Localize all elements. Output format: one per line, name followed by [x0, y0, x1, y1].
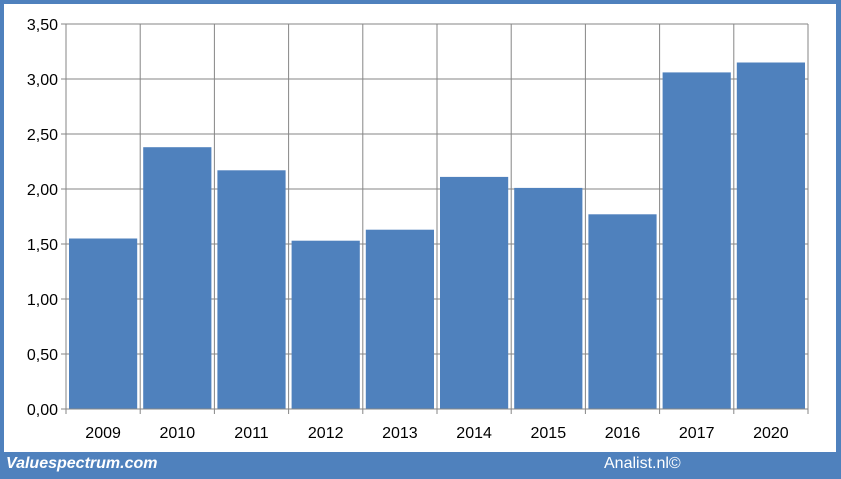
x-tick-label: 2015 — [531, 425, 567, 442]
x-tick-label: 2009 — [85, 425, 121, 442]
plot-panel: 0,00 0,50 1,00 1,50 2,00 2,50 3,00 3,50 2009 2010… — [4, 4, 836, 452]
y-tick-label: 0,00 — [27, 402, 58, 419]
bar-2014 — [440, 176, 509, 409]
x-tick-label: 2020 — [753, 425, 789, 442]
x-tick-label: 2010 — [160, 425, 196, 442]
bar-chart: 0,00 0,50 1,00 1,50 2,00 2,50 3,00 3,50 2009 2010… — [27, 17, 809, 442]
bar-2009 — [69, 238, 138, 409]
y-tick-label: 3,00 — [27, 72, 58, 89]
x-tick-label: 2017 — [679, 425, 715, 442]
bar-2020 — [736, 62, 805, 409]
x-tick-label: 2012 — [308, 425, 344, 442]
bar-2012 — [291, 240, 360, 409]
x-tick-label: 2013 — [382, 425, 418, 442]
y-tick-label: 1,00 — [27, 292, 58, 309]
bar-2015 — [514, 187, 583, 409]
y-tick-label: 2,00 — [27, 182, 58, 199]
bar-2013 — [365, 229, 434, 409]
y-tick-label: 1,50 — [27, 237, 58, 254]
brand-watermark-right: Analist.nl© — [604, 455, 681, 472]
x-tick-label: 2014 — [456, 425, 492, 442]
y-tick-label: 0,50 — [27, 347, 58, 364]
x-tick-label: 2011 — [234, 425, 269, 442]
x-tick-label: 2016 — [605, 425, 641, 442]
y-tick-label: 2,50 — [27, 127, 58, 144]
bar-2011 — [217, 170, 286, 409]
y-tick-label: 3,50 — [27, 17, 58, 34]
brand-watermark-left: Valuespectrum.com — [6, 455, 158, 472]
bar-2016 — [588, 214, 657, 409]
bar-2017 — [662, 72, 731, 410]
bar-2010 — [143, 147, 212, 409]
